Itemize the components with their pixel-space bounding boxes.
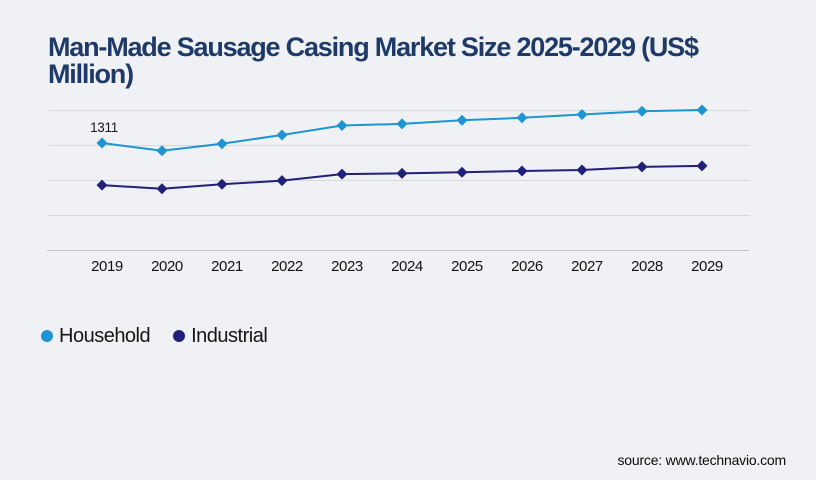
chart-title-line-2: Million) — [48, 59, 134, 90]
marker-industrial-2019 — [96, 179, 108, 191]
x-axis-label-2023: 2023 — [331, 258, 363, 275]
marker-household-2024 — [396, 118, 408, 130]
legend-item-industrial: Industrial — [173, 324, 268, 348]
chart-title-line-1: Man-Made Sausage Casing Market Size 2025… — [48, 32, 699, 63]
x-axis-label-2020: 2020 — [151, 258, 183, 275]
legend-dot-household-icon — [41, 330, 53, 342]
marker-industrial-2020 — [156, 183, 168, 195]
legend-item-household: Household — [41, 324, 151, 348]
marker-household-2028 — [636, 105, 648, 117]
x-axis-label-2027: 2027 — [571, 258, 603, 275]
marker-industrial-2027 — [576, 164, 588, 176]
gridline-1 — [49, 110, 750, 111]
x-axis-label-2026: 2026 — [511, 258, 543, 275]
chart-legend: Household Industrial — [41, 324, 268, 348]
marker-household-2026 — [516, 112, 528, 124]
marker-industrial-2026 — [516, 165, 528, 177]
marker-household-2023 — [336, 120, 348, 131]
x-axis-label-2021: 2021 — [211, 258, 243, 275]
legend-label-household: Household — [59, 324, 151, 347]
x-axis-label-2019: 2019 — [91, 258, 123, 275]
x-axis-label-2028: 2028 — [631, 258, 663, 275]
source-credit: source: www.technavio.com — [617, 452, 786, 468]
gridline-3 — [49, 180, 750, 181]
chart-title: Man-Made Sausage Casing Market Size 2025… — [48, 32, 699, 90]
x-axis-label-2024: 2024 — [391, 258, 423, 275]
x-axis-label-2022: 2022 — [271, 258, 303, 275]
marker-household-2021 — [216, 138, 228, 150]
legend-dot-industrial-icon — [173, 330, 186, 342]
marker-household-2025 — [456, 114, 468, 126]
marker-household-2019 — [96, 137, 108, 149]
marker-industrial-2023 — [336, 168, 348, 180]
series-line-industrial — [101, 164, 703, 190]
marker-household-2020 — [156, 145, 168, 157]
marker-industrial-2025 — [456, 166, 468, 178]
x-axis-label-2025: 2025 — [451, 258, 483, 275]
marker-industrial-2024 — [396, 167, 408, 179]
x-axis-label-2029: 2029 — [691, 258, 723, 275]
marker-industrial-2028 — [636, 161, 648, 173]
x-axis-line — [47, 250, 749, 251]
marker-household-2022 — [276, 129, 288, 141]
data-label-household-2019: 1311 — [90, 120, 118, 135]
gridline-4 — [49, 215, 750, 216]
legend-label-industrial: Industrial — [191, 324, 268, 347]
gridline-2 — [49, 145, 750, 146]
marker-industrial-2029 — [696, 160, 708, 172]
